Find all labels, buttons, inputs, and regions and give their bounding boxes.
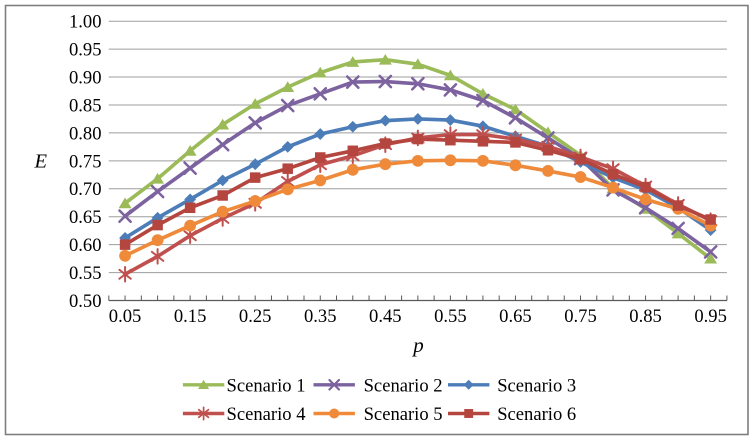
svg-text:0.95: 0.95	[694, 306, 727, 327]
svg-text:0.65: 0.65	[69, 207, 102, 228]
svg-text:0.80: 0.80	[69, 123, 102, 144]
svg-text:0.25: 0.25	[239, 306, 272, 327]
svg-text:0.50: 0.50	[69, 291, 102, 312]
svg-text:Scenario 2: Scenario 2	[364, 375, 443, 396]
svg-text:0.90: 0.90	[69, 67, 102, 88]
svg-text:0.95: 0.95	[69, 40, 102, 61]
svg-text:0.15: 0.15	[174, 306, 207, 327]
svg-text:0.75: 0.75	[564, 306, 597, 327]
svg-text:Scenario 4: Scenario 4	[227, 404, 306, 425]
svg-text:0.05: 0.05	[109, 306, 142, 327]
svg-text:p: p	[411, 333, 424, 357]
svg-text:Scenario 3: Scenario 3	[497, 375, 576, 396]
svg-text:E: E	[34, 151, 48, 173]
svg-text:0.45: 0.45	[369, 306, 402, 327]
svg-text:0.70: 0.70	[69, 179, 102, 200]
svg-text:0.55: 0.55	[69, 263, 102, 284]
svg-text:0.85: 0.85	[629, 306, 662, 327]
svg-text:0.60: 0.60	[69, 235, 102, 256]
svg-text:1.00: 1.00	[69, 12, 102, 33]
svg-text:Scenario 5: Scenario 5	[364, 404, 443, 425]
svg-text:Scenario 6: Scenario 6	[497, 404, 576, 425]
svg-text:0.65: 0.65	[499, 306, 532, 327]
svg-text:0.75: 0.75	[69, 151, 102, 172]
svg-text:0.85: 0.85	[69, 95, 102, 116]
svg-text:Scenario 1: Scenario 1	[227, 375, 306, 396]
svg-text:0.35: 0.35	[304, 306, 337, 327]
svg-text:0.55: 0.55	[434, 306, 467, 327]
